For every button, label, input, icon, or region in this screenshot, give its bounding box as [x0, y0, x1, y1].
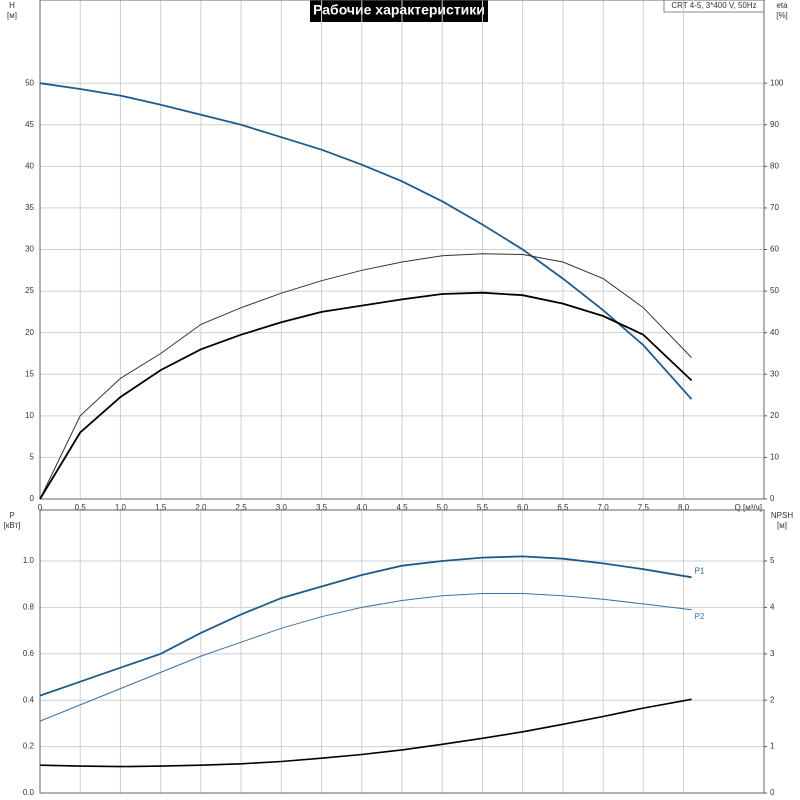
plot-frame — [39, 0, 765, 500]
x-tick-label: 4,5 — [396, 503, 408, 512]
series-line — [39, 291, 693, 500]
x-tick-label: 6,5 — [557, 503, 569, 512]
x-tick-label: 3,0 — [276, 503, 288, 512]
y-tick-label: 1.0 — [23, 556, 35, 565]
y2-tick-label: 4 — [770, 603, 775, 612]
y-tick-label: 35 — [25, 203, 34, 212]
y2-tick-label: 0 — [770, 788, 775, 797]
y2-tick-label: 30 — [770, 369, 779, 378]
x-tick-label: 4,0 — [356, 503, 368, 512]
x-tick-label: 6,0 — [517, 503, 529, 512]
y-tick-label: 10 — [25, 411, 34, 420]
y-tick-label: 40 — [25, 161, 34, 170]
y-tick-label: 50 — [25, 78, 34, 87]
series-line — [39, 555, 692, 697]
x-tick-label: 0 — [38, 503, 43, 512]
chart-title: Рабочие характеристики — [313, 2, 485, 18]
series-label: P2 — [695, 612, 705, 621]
y2-tick-label: 10 — [770, 453, 779, 462]
y-tick-label: 5 — [30, 453, 35, 462]
y2-tick-label: 50 — [770, 286, 779, 295]
x-tick-label: 5,0 — [437, 503, 449, 512]
x-tick-label: 7,5 — [638, 503, 650, 512]
x-tick-label: 1,5 — [155, 503, 167, 512]
x-tick-label: 2,5 — [236, 503, 248, 512]
y2-axis-unit: [%] — [776, 11, 788, 20]
y-tick-label: 0.6 — [23, 649, 35, 658]
y-tick-label: 25 — [25, 286, 34, 295]
y2-tick-label: 2 — [770, 695, 775, 704]
y-tick-label: 0 — [30, 494, 35, 503]
y2-tick-label: 60 — [770, 245, 779, 254]
series-line — [39, 253, 692, 500]
y2-tick-label: 0 — [770, 494, 775, 503]
plot-frame — [39, 509, 765, 794]
y-axis-label: H — [9, 1, 15, 10]
y2-tick-label: 5 — [770, 556, 775, 565]
y2-tick-label: 20 — [770, 411, 779, 420]
x-tick-label: 5,5 — [477, 503, 489, 512]
y-tick-label: 0.4 — [23, 695, 35, 704]
series-label: P1 — [695, 566, 705, 575]
x-tick-label: 0,5 — [75, 503, 87, 512]
y2-tick-label: 3 — [770, 649, 775, 658]
y-tick-label: 45 — [25, 120, 34, 129]
y2-axis-unit: [м] — [777, 521, 787, 530]
series-line — [39, 82, 693, 400]
x-tick-label: 7,0 — [598, 503, 610, 512]
y2-tick-label: 1 — [770, 742, 775, 751]
y2-tick-label: 70 — [770, 203, 779, 212]
model-label: CRT 4-5, 3*400 V, 50Hz — [671, 1, 756, 10]
y2-axis-label: eta — [776, 1, 788, 10]
y2-tick-label: 90 — [770, 120, 779, 129]
y-tick-label: 30 — [25, 245, 34, 254]
y-tick-label: 0.8 — [23, 603, 35, 612]
title-box — [310, 0, 488, 22]
y-axis-unit: [кВт] — [4, 521, 21, 530]
y2-tick-label: 80 — [770, 161, 779, 170]
y-tick-label: 15 — [25, 369, 34, 378]
x-tick-label: 1,0 — [115, 503, 127, 512]
y-tick-label: 20 — [25, 328, 34, 337]
series-line — [39, 698, 692, 768]
y-axis-unit: [м] — [7, 11, 17, 20]
y2-axis-label: NPSH — [771, 511, 793, 520]
x-axis-label: Q [м³/ч] — [735, 503, 762, 512]
y-axis-label: P — [9, 511, 14, 520]
y2-tick-label: 100 — [770, 78, 784, 87]
y2-tick-label: 40 — [770, 328, 779, 337]
y-tick-label: 0.0 — [23, 788, 35, 797]
x-tick-label: 3,5 — [316, 503, 328, 512]
y-tick-label: 0.2 — [23, 742, 35, 751]
x-tick-label: 2,0 — [195, 503, 207, 512]
x-tick-label: 8,0 — [678, 503, 690, 512]
series-line — [39, 593, 692, 722]
